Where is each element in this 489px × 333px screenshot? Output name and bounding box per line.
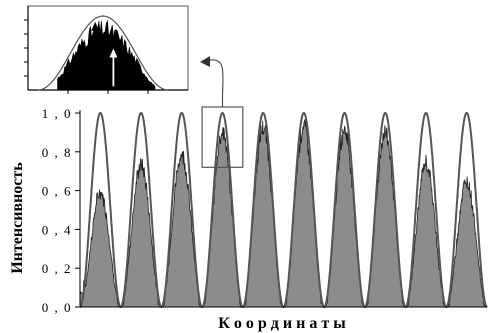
y-tick-label: 0 , 0 — [42, 300, 72, 315]
y-axis-label: Интенсивность — [9, 162, 26, 274]
inset-zoom — [24, 5, 244, 168]
y-tick-labels: 0 , 0 0 , 2 0 , 4 0 , 6 0 , 8 1 , 0 — [42, 106, 80, 315]
y-tick-label: 0 , 4 — [42, 222, 72, 237]
zoom-connector-arrow — [201, 59, 224, 108]
measured-intensity-area — [79, 118, 488, 308]
inset-theoretical-line — [37, 15, 169, 91]
y-tick-label: 0 , 8 — [42, 145, 72, 160]
y-tick-label: 0 , 6 — [42, 184, 72, 199]
plot-area — [79, 111, 488, 309]
zoom-connector-arrowhead — [200, 56, 210, 67]
inset-measured-peak — [57, 19, 156, 91]
axes — [79, 110, 487, 308]
y-tick-label: 0 , 2 — [42, 261, 72, 276]
x-axis-label: К о о р д и н а т ы — [218, 315, 346, 332]
y-tick-label: 1 , 0 — [42, 106, 72, 121]
inset-arrowhead-white — [109, 48, 118, 58]
inset-arrowhead-black — [91, 21, 100, 31]
